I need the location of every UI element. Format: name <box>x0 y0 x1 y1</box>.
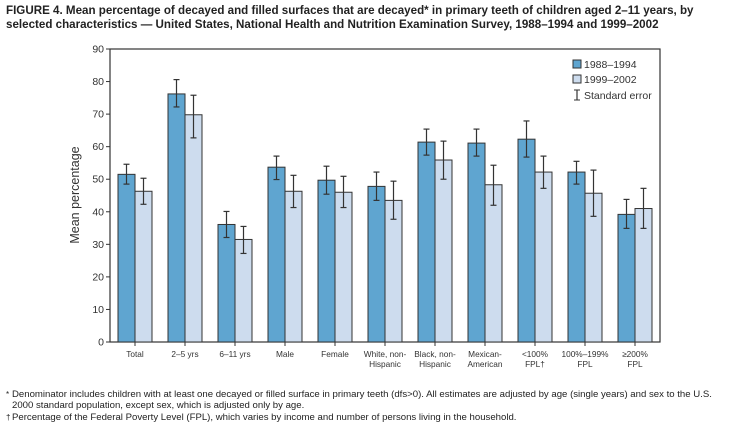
y-tick-label: 90 <box>92 44 104 56</box>
footnote-symbol: * <box>6 390 10 399</box>
y-tick-label: 80 <box>92 76 104 88</box>
bar-1999-2002 <box>534 171 553 343</box>
x-tick-label: 6–11 yrs <box>219 349 250 359</box>
bar-1988-1994 <box>367 185 386 343</box>
x-tick-label: Total <box>126 349 144 359</box>
y-tick-label: 30 <box>92 239 104 251</box>
x-tick-label: Female <box>321 349 349 359</box>
bar-1988-1994 <box>167 93 186 343</box>
bar-1999-2002 <box>384 199 403 343</box>
bar-1999-2002 <box>334 191 353 343</box>
bar-1988-1994 <box>267 166 286 343</box>
bar-1988-1994 <box>117 173 136 343</box>
bar-1988-1994 <box>517 138 536 343</box>
x-tick-label: Black, non-Hispanic <box>414 349 456 369</box>
bar-1999-2002 <box>184 114 203 343</box>
bar-1988-1994 <box>567 171 586 343</box>
bar-1999-2002 <box>234 238 253 343</box>
y-tick-label: 40 <box>92 206 104 218</box>
bar-1988-1994 <box>217 223 236 343</box>
y-tick-label: 20 <box>92 271 104 283</box>
bar-1999-2002 <box>434 159 453 343</box>
footnote-symbol: † <box>6 413 11 422</box>
x-tick-label: ≥200% FPL <box>622 349 648 369</box>
footnote-text: Denominator includes children with at le… <box>12 389 712 411</box>
y-tick-label: 10 <box>92 304 104 316</box>
y-tick-label: 70 <box>92 109 104 121</box>
footnote-text: Percentage of the Federal Poverty Level … <box>12 412 517 423</box>
chart-title: FIGURE 4. Mean percentage of decayed and… <box>6 4 694 31</box>
x-tick-label: 100%–199% FPL <box>561 349 609 369</box>
bar-1999-2002 <box>484 184 503 343</box>
legend-label: 1988–1994 <box>584 59 637 71</box>
x-tick-label: White, non-Hispanic <box>364 349 407 369</box>
y-axis-label: Mean percentage <box>68 146 82 243</box>
bar-1999-2002 <box>284 190 303 343</box>
bar-1988-1994 <box>467 142 486 343</box>
y-tick-label: 60 <box>92 141 104 153</box>
legend-label: 1999–2002 <box>584 74 637 86</box>
legend-swatch <box>572 74 582 84</box>
bar-1988-1994 <box>417 141 436 343</box>
x-tick-label: <100% FPL† <box>522 349 549 369</box>
bar-1988-1994 <box>617 213 636 343</box>
x-tick-label: 2–5 yrs <box>171 349 198 359</box>
footnote-1: * Denominator includes children with at l… <box>6 389 730 411</box>
legend-label: Standard error <box>584 90 652 102</box>
y-tick-label: 0 <box>98 337 104 349</box>
y-tick-label: 50 <box>92 174 104 186</box>
bar-1999-2002 <box>134 190 153 343</box>
x-tick-label: Male <box>276 349 294 359</box>
legend-swatch <box>572 59 582 69</box>
bar-1988-1994 <box>317 179 336 343</box>
footnote-2: † Percentage of the Federal Poverty Level… <box>6 412 730 423</box>
x-tick-label: Mexican-American <box>467 349 502 369</box>
